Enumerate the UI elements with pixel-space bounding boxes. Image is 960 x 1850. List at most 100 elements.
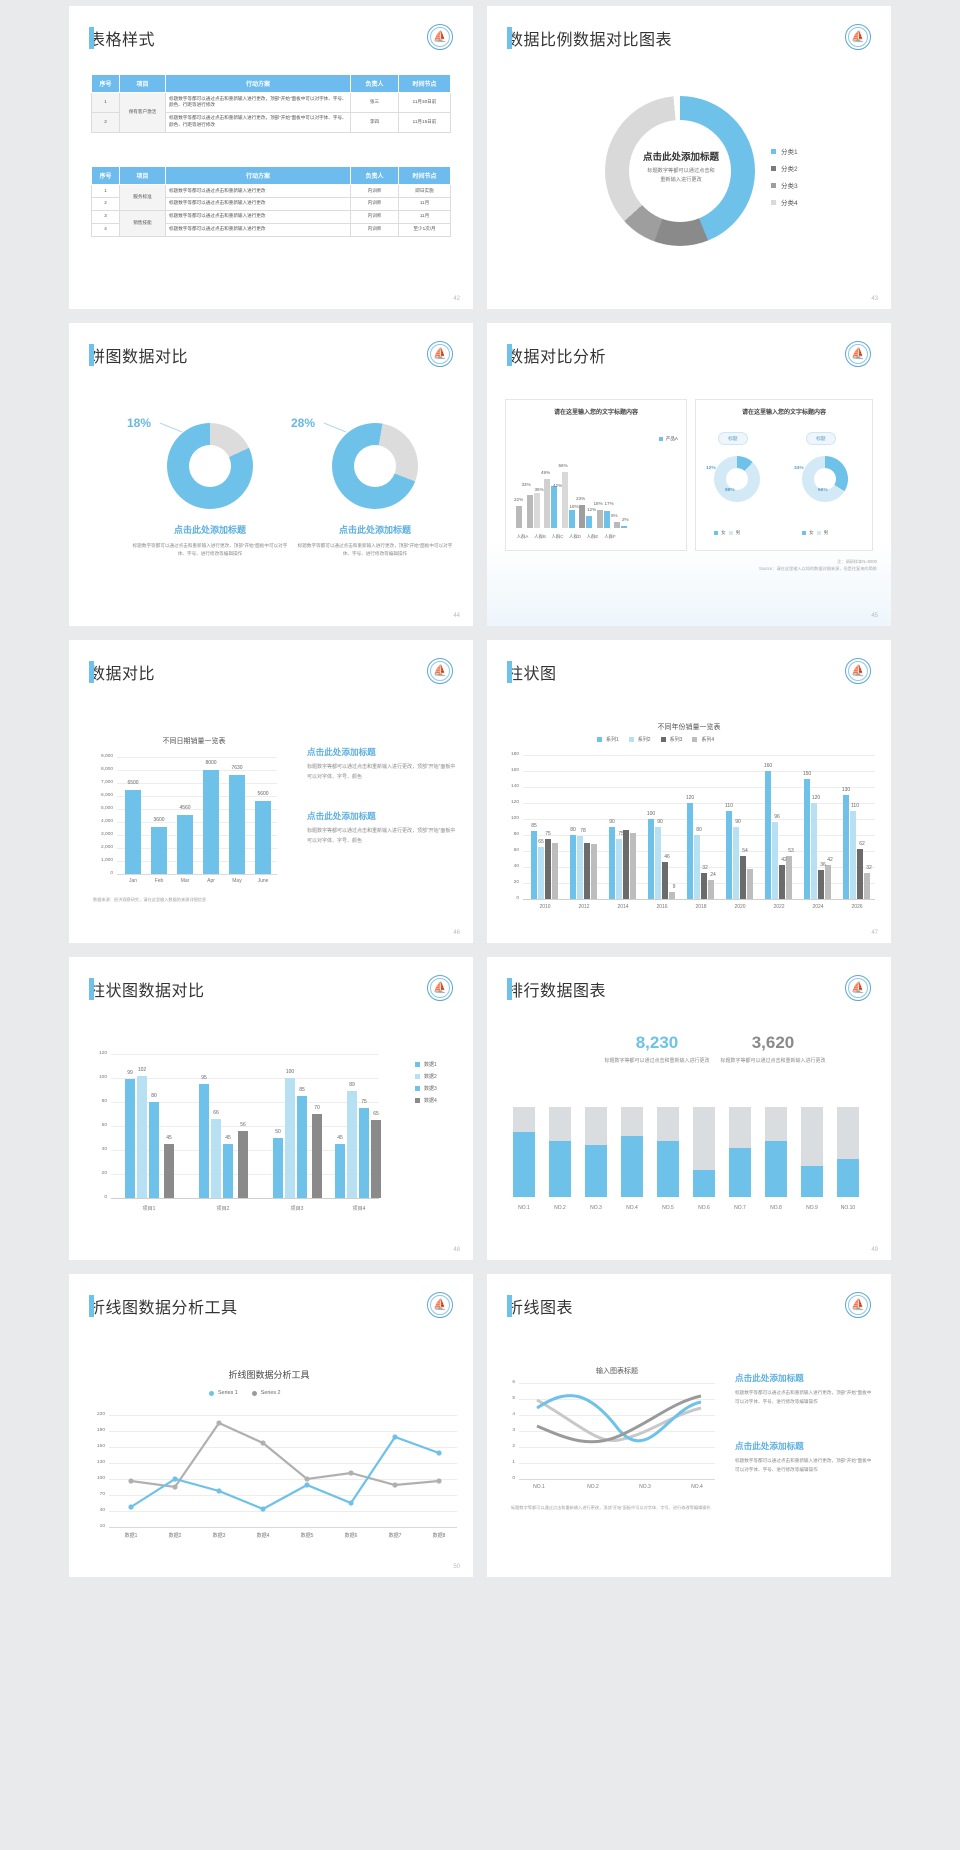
x-tick: NO.8 — [770, 1205, 782, 1211]
block-title: 点击此处添加标题 — [735, 1373, 804, 1383]
slide-number: 46 — [453, 930, 460, 936]
slide-43[interactable]: 数据比例数据对比图表 ⛵ 点击此处添加标题 标题数字等都可以通过点击和 重新输入… — [487, 6, 891, 309]
legend-item: 数据2 — [415, 1073, 437, 1080]
slide-48[interactable]: 柱状图数据对比 ⛵ 120 100 80 60 40 20 0 99 102 — [69, 957, 473, 1260]
text-block-1: 点击此处添加标题 标题数字等都可以通过点击和重新输入进行更改，顶部“开始”面板中… — [735, 1372, 875, 1406]
x-tick: NO.10 — [840, 1205, 856, 1211]
legend-label: 数据4 — [424, 1098, 437, 1104]
caption-text: 标题数字等都可以通过点击和重新输入进行更改，顶部“开始”面板中可以对字体、字号、… — [297, 543, 453, 557]
page-title: 饼图数据对比 — [89, 349, 189, 366]
x-tick: Mar — [180, 878, 190, 884]
text-block-1: 点击此处添加标题 标题数字等都可以通过点击和重新输入进行更改，顶部“开始”面板中… — [307, 746, 457, 782]
page-title: 数据比例数据对比图表 — [507, 32, 673, 49]
block-title: 点击此处添加标题 — [307, 811, 376, 821]
y-tick: 100 — [510, 816, 519, 821]
rank-fill — [513, 1132, 535, 1197]
rank-fill — [585, 1144, 607, 1197]
page-title: 数据对比分析 — [507, 349, 607, 366]
x-tick: 2012 — [578, 904, 590, 910]
y-tick: 120 — [510, 800, 519, 805]
mini-donut-1-outer: 12% — [706, 466, 716, 471]
slide-50[interactable]: 折线图数据分析工具 ⛵ 折线图数据分析工具 Series 1 Series 2 … — [69, 1274, 473, 1577]
y-tick: 160 — [510, 768, 519, 773]
cell-item: 保有客户激活 — [119, 92, 166, 133]
donut-chart-2 — [332, 423, 418, 509]
series-1-line — [130, 1435, 440, 1511]
brand-logo-icon: ⛵ — [845, 658, 871, 684]
donut-1-leader-line — [159, 422, 183, 433]
bar-may — [229, 774, 245, 874]
rank-fill — [549, 1141, 571, 1197]
chart-legend: 数据1 数据2 数据3 数据4 — [415, 1061, 437, 1109]
y-tick: 9,000 — [100, 754, 113, 759]
x-axis-labels: 人群A 人群B 人群C 人群D 人群E 人群F — [516, 534, 617, 540]
x-tick: NO.3 — [590, 1205, 602, 1211]
page-title: 表格样式 — [89, 32, 156, 49]
y-tick: 60 — [513, 848, 519, 853]
cell-plan: 标题数字等都可以通过点击和重新输入进行更改 — [165, 196, 351, 211]
slide-47[interactable]: 柱状图 ⛵ 不同年份销量一览表 系列1 系列2 系列3 系列4 180 160 … — [487, 640, 891, 943]
y-tick: 80 — [513, 832, 519, 837]
rank-fill — [657, 1141, 679, 1197]
legend-item: 数据4 — [415, 1097, 437, 1104]
y-tick: 8,000 — [100, 767, 113, 772]
cell-no: 1 — [91, 92, 120, 113]
cell-item: 销售技能 — [119, 209, 166, 237]
x-tick: NO.5 — [662, 1205, 674, 1211]
cell-plan: 标题数字等都可以通过点击和重新输入进行更改，顶部“开始”面板中可以对字体、字号、… — [165, 111, 351, 133]
cell-owner: 张三 — [350, 92, 399, 113]
rank-track — [513, 1107, 535, 1197]
y-tick: 40 — [101, 1147, 107, 1152]
table-header-row: 序号 项目 行动方案 负责人 时间节点 — [91, 74, 451, 93]
x-tick: 人群E — [586, 534, 599, 539]
stat-desc: 标题数字等都可以通过点击和重新输入进行更改 — [720, 1058, 826, 1064]
x-tick: 项目4 — [352, 1206, 366, 1212]
slide-44[interactable]: 饼图数据对比 ⛵ 18% 点击此处添加标题 标题数字等都可以通过点击和重新输入进… — [69, 323, 473, 626]
table-row: 1 保有客户激活 标题数字等都可以通过点击和重新输入进行更改，顶部“开始”面板中… — [91, 92, 451, 133]
legend-item: Series 2 — [251, 1390, 281, 1396]
y-tick: 4 — [512, 1412, 515, 1417]
rank-fill — [837, 1159, 859, 1197]
legend-label: 女 — [809, 530, 814, 535]
y-tick: 6,000 — [100, 793, 113, 798]
source-line-2: Source：请在这里输入以知的数据详细来源，但是往复来的简练 — [759, 566, 877, 572]
cell-no: 2 — [91, 111, 120, 133]
title-accent-bar — [507, 978, 512, 1000]
x-tick: NO.6 — [698, 1205, 710, 1211]
series-2-line — [130, 1421, 440, 1489]
y-tick: 0 — [516, 896, 519, 901]
slide-header: 折线图表 — [507, 1294, 573, 1318]
legend-item: 系列2 — [628, 736, 651, 743]
y-tick: 1,000 — [100, 858, 113, 863]
stat-card-1: 8,230 标题数字等都可以通过点击和重新输入进行更改 — [603, 1033, 711, 1067]
donut-compare-card: 请在这里输入您的文字标题内容 标题 标题 12% 88% 34% 66% 女 男… — [695, 399, 873, 551]
bar-mar — [177, 814, 193, 874]
chart-title: 不同日期销量一览表 — [162, 738, 226, 745]
slide-42[interactable]: 表格样式 ⛵ 序号 项目 行动方案 负责人 时间节点 1 保有客户激活 标题数字… — [69, 6, 473, 309]
cell-no: 3 — [91, 209, 120, 224]
bar-group: 33% 35% — [522, 482, 544, 528]
x-tick: 项目3 — [290, 1206, 304, 1212]
x-tick: NO.1 — [533, 1484, 545, 1490]
block-text: 标题数字等都可以通过点击和重新输入进行更改，顶部“开始”面板中可以对字体、字号、… — [735, 1390, 872, 1404]
donut-1-caption: 点击此处添加标题 标题数字等都可以通过点击和重新输入进行更改，顶部“开始”面板中… — [130, 523, 290, 559]
bar-jan — [125, 789, 141, 874]
caption-title: 点击此处添加标题 — [338, 525, 411, 535]
x-tick: 数据8 — [432, 1533, 446, 1539]
legend-label: 分类4 — [781, 200, 798, 207]
x-tick: NO.4 — [626, 1205, 638, 1211]
donut-2-caption: 点击此处添加标题 标题数字等都可以通过点击和重新输入进行更改，顶部“开始”面板中… — [295, 523, 455, 559]
legend-item: 系列1 — [597, 736, 619, 743]
text-block-2: 点击此处添加标题 标题数字等都可以通过点击和重新输入进行更改，顶部“开始”面板中… — [735, 1440, 875, 1474]
cell-owner: 内训师 — [350, 196, 399, 211]
slide-number: 43 — [871, 296, 878, 302]
slide-46[interactable]: 数据对比 ⛵ 不同日期销量一览表 9,000 8,000 7,000 6,000… — [69, 640, 473, 943]
cell-owner: 内训师 — [350, 184, 399, 198]
table-row: 4 标题数字等都可以通过点击和重新输入进行更改 内训师 至少1次/月 — [91, 222, 451, 237]
slide-45[interactable]: 数据对比分析 ⛵ 请在这里输入您的文字标题内容 产品A 22% 33% 35% 4… — [487, 323, 891, 626]
rank-track — [729, 1107, 751, 1197]
title-accent-bar — [507, 661, 512, 683]
slide-49[interactable]: 排行数据图表 ⛵ 8,230 标题数字等都可以通过点击和重新输入进行更改 3,6… — [487, 957, 891, 1260]
legend-item: 系列4 — [692, 736, 714, 743]
slide-51[interactable]: 折线图表 ⛵ 输入图表标题 6 5 4 3 2 1 0 NO.1 NO.2 NO… — [487, 1274, 891, 1577]
